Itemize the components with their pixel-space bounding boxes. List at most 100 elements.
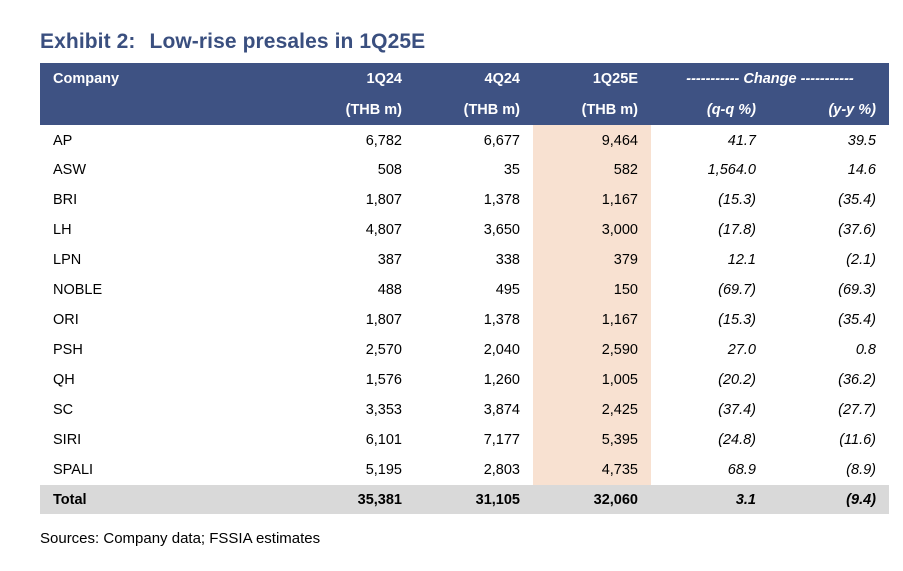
- value-4q24-cell: 35: [503, 162, 520, 178]
- change-qq-cell: (15.3): [718, 192, 756, 208]
- exhibit-title-text: Low-rise presales in 1Q25E: [149, 30, 426, 53]
- table-row: SPALI 5,195 2,803 4,735 68.9 (8.9): [40, 455, 889, 485]
- value-4q24-cell: 1,260: [483, 372, 520, 388]
- exhibit-label: Exhibit 2:: [40, 30, 136, 53]
- change-yy-cell: 39.5: [847, 133, 876, 149]
- change-yy-cell: 14.6: [847, 162, 876, 178]
- change-yy-cell: (35.4): [838, 312, 876, 328]
- value-4q24-cell: 7,177: [483, 432, 520, 448]
- table-row: SIRI 6,101 7,177 5,395 (24.8) (11.6): [40, 425, 889, 455]
- company-cell: LH: [53, 222, 72, 238]
- change-qq-cell: 27.0: [727, 342, 756, 358]
- header-unit-1q24: (THB m): [345, 101, 402, 118]
- change-qq-cell: (17.8): [718, 222, 756, 238]
- value-1q25e-cell: 4,735: [533, 455, 651, 485]
- value-1q24-cell: 488: [377, 282, 402, 298]
- table-row: ASW 508 35 582 1,564.0 14.6: [40, 155, 889, 185]
- value-4q24-cell: 3,650: [483, 222, 520, 238]
- change-qq-cell: 68.9: [727, 462, 756, 478]
- change-yy-cell: (37.6): [838, 222, 876, 238]
- header-unit-4q24: (THB m): [463, 101, 520, 118]
- value-1q25e-cell: 150: [533, 275, 651, 305]
- value-4q24-cell: 2,040: [483, 342, 520, 358]
- change-yy-cell: (69.3): [838, 282, 876, 298]
- value-1q25e-cell: 1,167: [533, 305, 651, 335]
- company-cell: SC: [53, 402, 74, 418]
- change-qq-cell: (20.2): [718, 372, 756, 388]
- header-1q25e: 1Q25E: [592, 70, 638, 87]
- value-1q24-cell: 1,807: [365, 192, 402, 208]
- change-yy-cell: (27.7): [838, 402, 876, 418]
- value-4q24-cell: 6,677: [483, 133, 520, 149]
- value-1q24-cell: 2,570: [365, 342, 402, 358]
- change-qq-cell: (15.3): [718, 312, 756, 328]
- change-yy-cell: (11.6): [839, 432, 876, 448]
- value-1q25e-cell: 2,425: [533, 395, 651, 425]
- table-row: AP 6,782 6,677 9,464 41.7 39.5: [40, 125, 889, 155]
- header-row-1: Company 1Q24 4Q24 1Q25E ----------- Chan…: [40, 63, 889, 94]
- value-1q24-cell: 5,195: [365, 462, 402, 478]
- total-value-4q24-cell: 31,105: [475, 491, 520, 508]
- total-change-yy-cell: (9.4): [846, 491, 876, 508]
- value-4q24-cell: 1,378: [483, 192, 520, 208]
- table-row: BRI 1,807 1,378 1,167 (15.3) (35.4): [40, 185, 889, 215]
- value-1q25e-cell: 582: [533, 155, 651, 185]
- total-change-qq-cell: 3.1: [735, 491, 756, 508]
- exhibit-title: Exhibit 2: Low-rise presales in 1Q25E: [40, 30, 425, 54]
- change-qq-cell: (37.4): [718, 402, 756, 418]
- change-qq-cell: 12.1: [727, 252, 756, 268]
- table-row: NOBLE 488 495 150 (69.7) (69.3): [40, 275, 889, 305]
- change-qq-cell: 41.7: [727, 133, 756, 149]
- company-cell: BRI: [53, 192, 78, 208]
- value-1q24-cell: 508: [377, 162, 402, 178]
- total-value-1q25e-cell: 32,060: [593, 491, 638, 508]
- company-cell: ORI: [53, 312, 79, 328]
- value-1q24-cell: 1,576: [365, 372, 402, 388]
- value-1q24-cell: 4,807: [365, 222, 402, 238]
- change-qq-cell: (69.7): [718, 282, 756, 298]
- company-cell: ASW: [53, 162, 87, 178]
- source-note: Sources: Company data; FSSIA estimates: [40, 530, 321, 547]
- value-1q25e-cell: 1,167: [533, 185, 651, 215]
- table-row: ORI 1,807 1,378 1,167 (15.3) (35.4): [40, 305, 889, 335]
- change-qq-cell: (24.8): [718, 432, 756, 448]
- header-company: Company: [53, 70, 120, 87]
- change-yy-cell: (8.9): [846, 462, 876, 478]
- company-cell: LPN: [53, 252, 82, 268]
- value-1q24-cell: 1,807: [365, 312, 402, 328]
- value-1q24-cell: 3,353: [365, 402, 402, 418]
- value-4q24-cell: 3,874: [483, 402, 520, 418]
- header-change: ----------- Change -----------: [686, 70, 854, 87]
- value-1q24-cell: 6,782: [365, 133, 402, 149]
- value-1q25e-cell: 3,000: [533, 215, 651, 245]
- company-cell: PSH: [53, 342, 83, 358]
- total-label: Total: [53, 491, 87, 508]
- header-unit-qq: (q-q %): [706, 101, 756, 118]
- value-4q24-cell: 495: [495, 282, 520, 298]
- total-row: Total 35,381 31,105 32,060 3.1 (9.4): [40, 485, 889, 514]
- change-yy-cell: 0.8: [855, 342, 876, 358]
- company-cell: NOBLE: [53, 282, 103, 298]
- header-blank: [40, 94, 160, 125]
- value-1q25e-cell: 5,395: [533, 425, 651, 455]
- value-4q24-cell: 2,803: [483, 462, 520, 478]
- table-row: LH 4,807 3,650 3,000 (17.8) (37.6): [40, 215, 889, 245]
- company-cell: SPALI: [53, 462, 94, 478]
- total-value-1q24-cell: 35,381: [357, 491, 402, 508]
- header-unit-1q25e: (THB m): [581, 101, 638, 118]
- change-qq-cell: 1,564.0: [707, 162, 756, 178]
- value-1q25e-cell: 9,464: [533, 125, 651, 155]
- header-1q24: 1Q24: [366, 70, 402, 87]
- value-1q25e-cell: 1,005: [533, 365, 651, 395]
- value-4q24-cell: 338: [495, 252, 520, 268]
- value-1q24-cell: 6,101: [365, 432, 402, 448]
- value-1q25e-cell: 379: [533, 245, 651, 275]
- change-yy-cell: (2.1): [846, 252, 876, 268]
- header-unit-yy: (y-y %): [828, 101, 876, 118]
- value-1q25e-cell: 2,590: [533, 335, 651, 365]
- value-1q24-cell: 387: [377, 252, 402, 268]
- change-yy-cell: (36.2): [838, 372, 876, 388]
- table-row: SC 3,353 3,874 2,425 (37.4) (27.7): [40, 395, 889, 425]
- company-cell: SIRI: [53, 432, 82, 448]
- table-row: PSH 2,570 2,040 2,590 27.0 0.8: [40, 335, 889, 365]
